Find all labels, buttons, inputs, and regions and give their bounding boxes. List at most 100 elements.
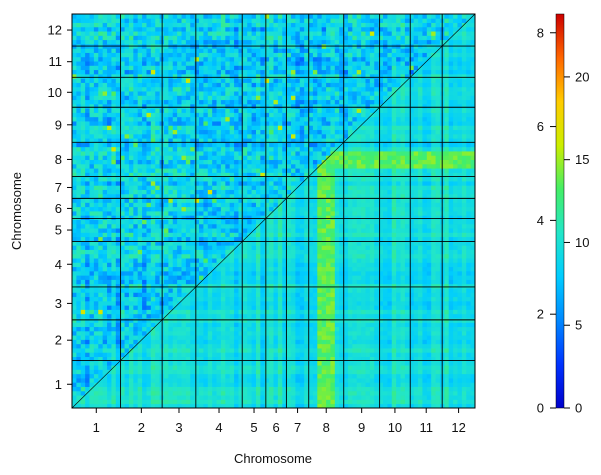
heatmap-cell [278,160,283,165]
heatmap-cell [133,130,138,135]
heatmap-cell [72,215,77,220]
heatmap-cell [309,352,314,357]
heatmap-cell [129,87,134,92]
heatmap-cell [90,155,95,160]
heatmap-cell [295,74,300,79]
heatmap-cell [304,339,309,344]
heatmap-cell [287,215,292,220]
heatmap-cell [146,53,151,58]
heatmap-cell [203,113,208,118]
heatmap-cell [146,104,151,109]
heatmap-cell [260,23,265,28]
heatmap-cell [274,53,279,58]
heatmap-cell [76,382,81,387]
heatmap-cell [291,57,296,62]
heatmap-cell [125,190,130,195]
heatmap-cell [85,344,90,349]
heatmap-cell [146,35,151,40]
heatmap-cell [274,83,279,88]
heatmap-cell [291,53,296,58]
heatmap-cell [182,190,187,195]
heatmap-cell [221,305,226,310]
heatmap-cell [151,224,156,229]
heatmap-cell [269,117,274,122]
heatmap-cell [199,134,204,139]
heatmap-cell [186,70,191,75]
heatmap-cell [177,18,182,23]
heatmap-cell [256,288,261,293]
heatmap-cell [76,61,81,66]
heatmap-cell [300,100,305,105]
heatmap-cell [260,121,265,126]
heatmap-cell [274,48,279,53]
heatmap-cell [212,339,217,344]
heatmap-cell [225,142,230,147]
heatmap-cell [94,237,99,242]
heatmap-cell [168,91,173,96]
heatmap-cell [94,168,99,173]
heatmap-cell [212,245,217,250]
heatmap-cell [116,331,121,336]
heatmap-cell [133,53,138,58]
heatmap-cell [243,391,248,396]
heatmap-cell [168,237,173,242]
heatmap-cell [300,164,305,169]
heatmap-cell [76,181,81,186]
heatmap-cell [269,35,274,40]
heatmap-cell [98,237,103,242]
heatmap-cell [230,78,235,83]
heatmap-cell [256,280,261,285]
heatmap-cell [300,155,305,160]
heatmap-cell [269,344,274,349]
heatmap-cell [230,301,235,306]
heatmap-cell [295,258,300,263]
heatmap-cell [203,121,208,126]
heatmap-cell [300,190,305,195]
heatmap-cell [260,164,265,169]
heatmap-cell [182,395,187,400]
heatmap-cell [138,181,143,186]
heatmap-cell [243,228,248,233]
heatmap-cell [234,267,239,272]
heatmap-cell [243,168,248,173]
heatmap-cell [221,23,226,28]
heatmap-cell [195,35,200,40]
heatmap-cell [168,250,173,255]
heatmap-cell [295,228,300,233]
heatmap-cell [85,374,90,379]
heatmap-cell [146,271,151,276]
heatmap-cell [221,288,226,293]
heatmap-cell [72,361,77,366]
heatmap-cell [208,181,213,186]
heatmap-cell [164,74,169,79]
heatmap-cell [107,322,112,327]
heatmap-cell [138,87,143,92]
heatmap-cell [186,224,191,229]
heatmap-cell [287,65,292,70]
heatmap-cell [98,250,103,255]
heatmap-cell [76,40,81,45]
heatmap-cell [103,361,108,366]
heatmap-cell [107,267,112,272]
heatmap-cell [177,198,182,203]
heatmap-cell [103,151,108,156]
heatmap-cell [155,14,160,19]
heatmap-cell [76,378,81,383]
heatmap-cell [269,202,274,207]
heatmap-cell [146,327,151,332]
heatmap-cell [217,327,222,332]
heatmap-cell [195,113,200,118]
heatmap-cell [300,121,305,126]
heatmap-cell [269,87,274,92]
heatmap-cell [142,348,147,353]
heatmap-cell [309,382,314,387]
heatmap-cell [199,314,204,319]
heatmap-cell [138,177,143,182]
heatmap-cell [260,339,265,344]
heatmap-cell [221,275,226,280]
heatmap-cell [269,374,274,379]
heatmap-cell [212,275,217,280]
heatmap-cell [234,314,239,319]
heatmap-cell [164,35,169,40]
heatmap-cell [212,91,217,96]
